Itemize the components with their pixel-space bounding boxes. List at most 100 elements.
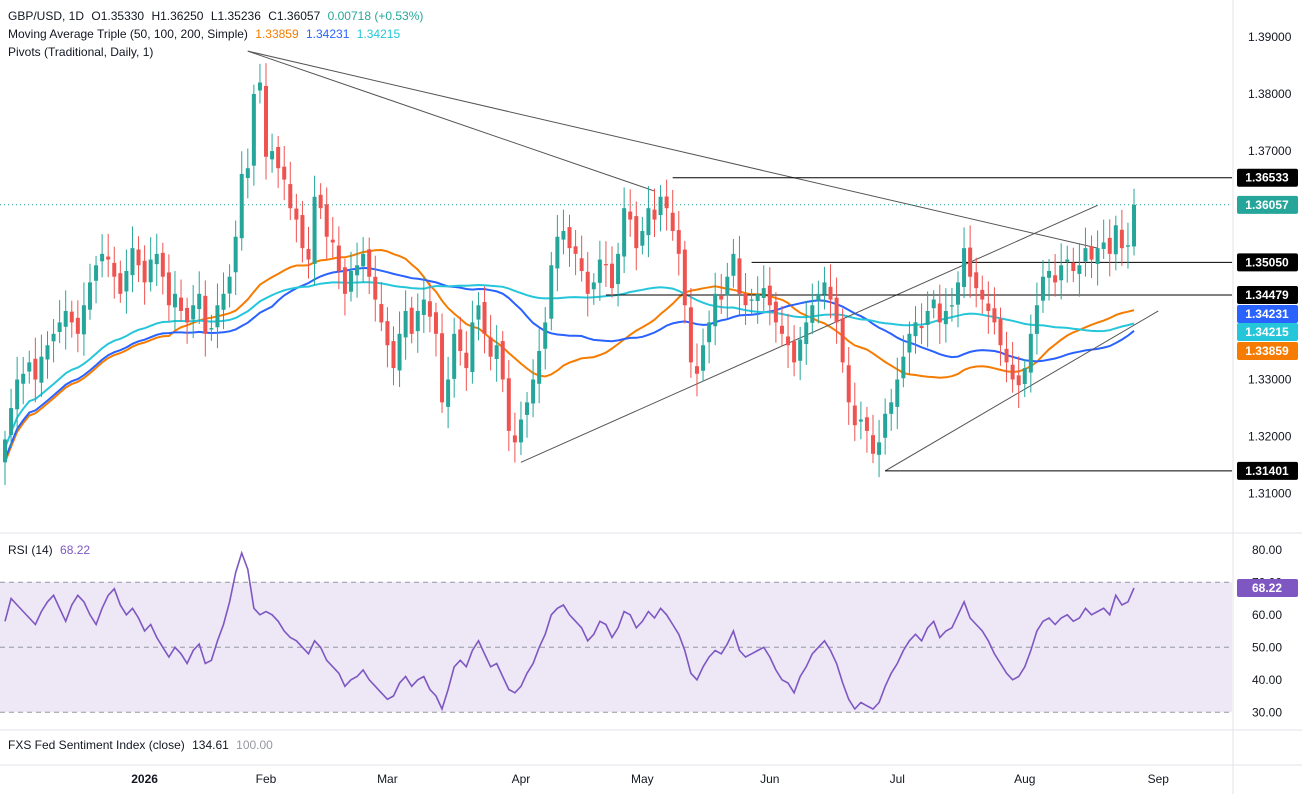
candle-body (719, 295, 724, 300)
candle-body (1010, 364, 1015, 380)
candle-body (160, 252, 165, 277)
y-tick-label: 1.39000 (1248, 30, 1292, 44)
candle-body (518, 419, 523, 443)
candle-body (597, 259, 602, 283)
symbol-legend[interactable]: GBP/USD, 1D O1.35330 H1.36250 L1.35236 C… (8, 9, 427, 23)
candle-body (901, 356, 906, 379)
rsi-line (4, 550, 1135, 712)
candle-body (185, 307, 190, 323)
candle-body (573, 246, 578, 254)
candle-body (779, 325, 784, 334)
candle-body (913, 322, 918, 337)
candle-body (992, 308, 997, 323)
candle-body (421, 299, 426, 315)
rsi-tick-label: 40.00 (1252, 673, 1282, 687)
candle-body (561, 231, 566, 240)
candle-body (810, 305, 815, 323)
candle-body (27, 362, 32, 372)
candle-body (925, 310, 930, 325)
close-value: C1.36057 (268, 9, 321, 23)
candle-body (864, 417, 869, 431)
candle-body (1077, 265, 1082, 274)
candle-body (482, 302, 487, 334)
candle-body (124, 271, 129, 292)
candle-body (537, 350, 542, 384)
candle-body (191, 305, 196, 320)
fxs-value-1: 134.61 (192, 738, 229, 752)
candle-body (433, 312, 438, 334)
candle-body (707, 322, 712, 343)
pivots-legend[interactable]: Pivots (Traditional, Daily, 1) (8, 45, 157, 59)
ma-legend[interactable]: Moving Average Triple (50, 100, 200, Sim… (8, 27, 404, 41)
price-badge-bg (1237, 253, 1298, 272)
candle-body (69, 311, 74, 323)
fxs-legend[interactable]: FXS Fed Sentiment Index (close) 134.61 1… (8, 738, 277, 752)
candle-body (1083, 248, 1088, 262)
rsi-badge-label: 68.22 (1252, 581, 1282, 595)
candle-body (506, 378, 511, 431)
price-badge-bg (1237, 168, 1298, 187)
candle-body (1095, 248, 1100, 264)
price-badge-bg (1237, 305, 1298, 324)
candle-body (858, 419, 863, 422)
time-axis[interactable]: 2026 Feb Mar Apr May Jun Jul Aug Sep (131, 772, 1169, 786)
candle-body (512, 435, 517, 443)
candle-body (1101, 242, 1106, 249)
candle-body (251, 93, 256, 166)
change-value: 0.00718 (+0.53%) (327, 9, 424, 23)
candle-body (294, 208, 299, 220)
candle-body (361, 253, 366, 267)
price-badge-bg (1237, 342, 1298, 361)
candle-body (1107, 237, 1112, 254)
candle-body (658, 196, 663, 216)
candle-body (373, 276, 378, 300)
candle-body (257, 82, 262, 91)
candle-body (622, 208, 627, 257)
candle-body (106, 256, 111, 260)
candle-body (452, 333, 457, 379)
candle-body (773, 301, 778, 323)
price-badge-label: 1.36533 (1245, 171, 1289, 185)
candle-body (792, 341, 797, 363)
candle-body (39, 356, 44, 383)
candle-body (943, 310, 948, 325)
rsi-badge-bg (1237, 579, 1298, 598)
candle-body (197, 293, 202, 310)
ma-label: Moving Average Triple (50, 100, 200, Sim… (8, 27, 248, 41)
candle-body (591, 282, 596, 290)
rsi-legend[interactable]: RSI (14) 68.22 (8, 543, 94, 557)
y-tick-label: 1.31000 (1248, 487, 1292, 501)
candle-body (397, 333, 402, 371)
candle-body (555, 236, 560, 269)
candle-body (118, 273, 123, 294)
candle-body (276, 146, 281, 169)
x-tick-label: Apr (512, 772, 531, 786)
x-tick-label: Jun (760, 772, 779, 786)
drawing-lines[interactable] (0, 50, 1232, 472)
candle-body (907, 333, 912, 353)
candle-body (974, 272, 979, 289)
candle-body (227, 276, 232, 294)
candle-body (1040, 276, 1045, 301)
candle-body (579, 258, 584, 271)
candle-body (409, 307, 414, 334)
price-axis[interactable]: 1.310001.320001.330001.340001.350001.360… (1237, 30, 1298, 719)
fxs-value-2: 100.00 (236, 738, 273, 752)
candle-body (172, 293, 177, 308)
rsi-value: 68.22 (60, 543, 91, 557)
candle-body (919, 326, 924, 329)
rsi-tick-label: 80.00 (1252, 543, 1282, 557)
candle-body (688, 307, 693, 363)
candle-body (937, 303, 942, 323)
candle-body (446, 379, 451, 407)
candles[interactable] (3, 63, 1137, 486)
candle-body (233, 236, 238, 273)
candle-body (531, 379, 536, 404)
ma200-value: 1.34215 (356, 27, 401, 41)
candle-body (980, 289, 985, 300)
candle-body (45, 345, 50, 360)
candle-body (816, 293, 821, 301)
candle-body (130, 248, 135, 276)
